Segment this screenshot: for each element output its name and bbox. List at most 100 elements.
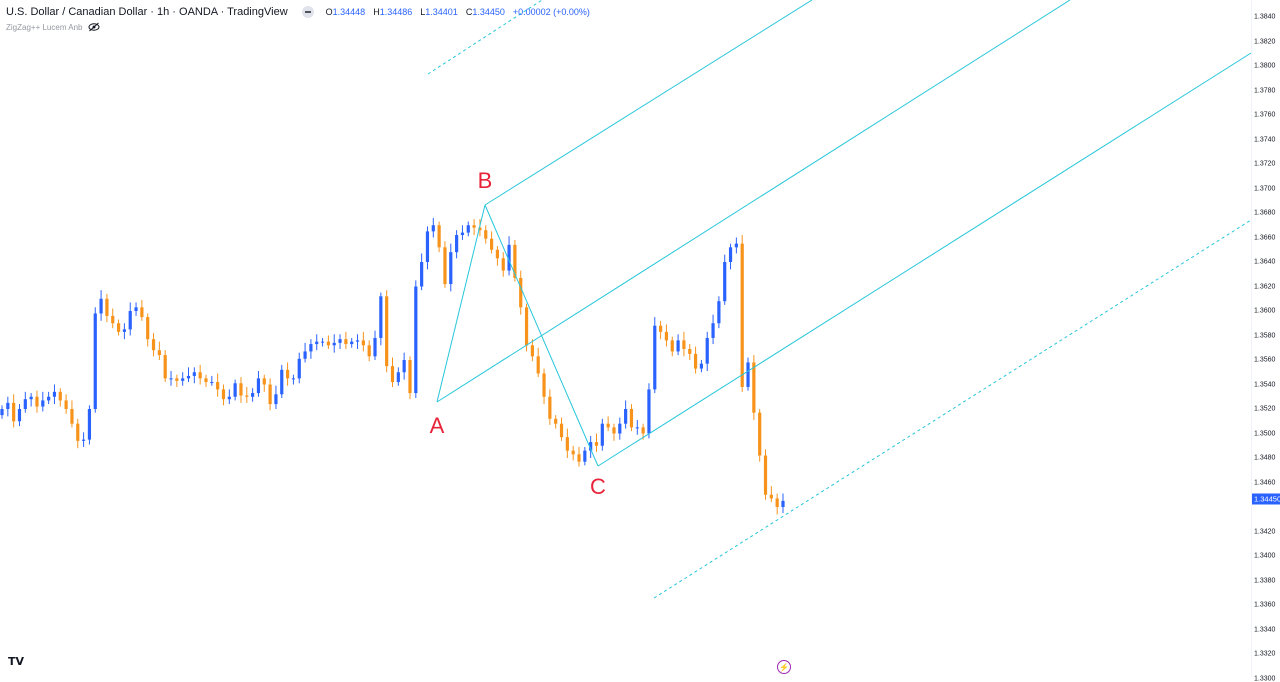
price-axis-label: 1.3360 (1254, 601, 1276, 609)
candle-body (198, 372, 202, 379)
ohlc-high: H1.34486 (373, 7, 413, 17)
candle-body (23, 399, 27, 409)
candle-body (775, 498, 779, 507)
wave-label-a: A (429, 413, 445, 438)
price-axis-label: 1.3300 (1254, 675, 1276, 682)
candle-body (52, 391, 57, 397)
candle-body (245, 395, 249, 397)
candle-body (151, 339, 156, 351)
candle-body (17, 409, 22, 422)
candle-body (181, 378, 185, 381)
candle-body (0, 409, 4, 416)
symbol-title[interactable]: U.S. Dollar / Canadian Dollar · 1h · OAN… (6, 6, 288, 18)
candle-body (268, 384, 272, 405)
candle-body (390, 366, 395, 383)
candle-body (664, 331, 669, 341)
candle-body (367, 345, 371, 357)
indicator-name[interactable]: ZigZag++ Lucem Anb (6, 22, 83, 32)
candle-body (157, 350, 161, 356)
candle-body (484, 230, 488, 239)
candle-body (548, 396, 552, 419)
candle-body (723, 262, 727, 302)
candle-body (612, 427, 616, 434)
ohlc-change: +0.00002 (+0.00%) (512, 7, 590, 17)
candle-body (443, 247, 447, 285)
candle-body (116, 323, 121, 332)
price-axis-label: 1.3680 (1254, 209, 1276, 217)
candle-body (204, 378, 208, 383)
candle-body (478, 227, 482, 231)
candle-body (210, 382, 214, 384)
candle-body (449, 252, 453, 285)
candle-body (501, 258, 505, 271)
candle-body (606, 423, 610, 428)
price-axis-label: 1.3560 (1254, 356, 1276, 364)
candle-body (600, 423, 604, 446)
candle-body (653, 325, 657, 390)
candle-body (711, 323, 715, 338)
price-axis-label: 1.3540 (1254, 381, 1276, 388)
candle-body (466, 225, 470, 233)
candle-body (41, 400, 45, 407)
candle-body (76, 423, 80, 441)
candle-body (659, 325, 663, 332)
candle-body (769, 494, 773, 499)
pitchfork-overlay (427, 0, 1252, 599)
candle-body (233, 383, 237, 397)
candle-body (192, 372, 196, 376)
pitchfork-lower-line (597, 52, 1252, 467)
candles-layer (0, 217, 785, 515)
candle-body (641, 427, 645, 434)
price-axis-label: 1.3500 (1254, 430, 1276, 437)
candle-body (402, 360, 406, 373)
lightning-icon[interactable]: ⚡ (777, 660, 791, 674)
candle-body (682, 340, 686, 349)
candle-body (105, 298, 109, 316)
candle-body (781, 500, 785, 507)
candle-body (239, 383, 243, 396)
price-axis-label: 1.3320 (1254, 650, 1276, 658)
candle-body (146, 317, 150, 340)
candle-body (396, 372, 400, 383)
candle-body (693, 353, 698, 369)
price-axis-label: 1.3760 (1254, 111, 1276, 119)
candle-body (699, 363, 704, 369)
candle-body (513, 244, 517, 278)
candle-body (577, 454, 581, 462)
candle-body (583, 450, 587, 462)
candle-body (670, 340, 674, 352)
eye-hidden-icon[interactable] (88, 22, 100, 32)
candle-body (379, 296, 383, 338)
collapse-legend-button[interactable] (301, 6, 314, 18)
candle-body (320, 341, 325, 343)
price-axis-label: 1.3800 (1254, 62, 1276, 70)
price-axis-label: 1.3480 (1254, 454, 1276, 462)
candle-body (227, 396, 231, 400)
candle-body (542, 373, 546, 397)
candle-body (705, 337, 709, 364)
candle-body (175, 378, 179, 381)
candle-body (111, 315, 115, 324)
candle-body (519, 277, 523, 308)
candle-body (431, 225, 435, 232)
candle-body (332, 342, 336, 346)
candle-body (635, 427, 639, 429)
tradingview-logo[interactable]: TV (7, 654, 25, 668)
candle-body (256, 378, 261, 394)
pitchfork-outer-lower-line (653, 219, 1252, 599)
candle-body (29, 396, 33, 400)
candle-body (134, 307, 138, 311)
candle-body (93, 313, 97, 409)
candle-body (624, 409, 628, 424)
candle-body (420, 262, 424, 287)
candle-body (571, 450, 575, 455)
candle-body (291, 378, 296, 380)
candle-body (285, 369, 290, 379)
candle-body (408, 360, 412, 394)
price-axis-label: 1.3660 (1254, 234, 1276, 241)
candle-body (758, 412, 762, 456)
candle-body (460, 232, 465, 236)
candle-body (361, 340, 365, 346)
indicator-legend: ZigZag++ Lucem Anb (6, 21, 100, 33)
